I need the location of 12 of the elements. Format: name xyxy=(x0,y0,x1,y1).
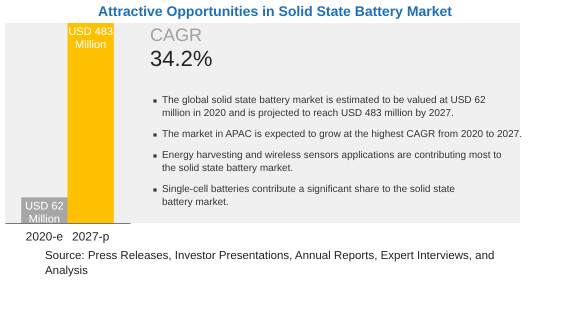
data-label: USD 62 Million xyxy=(25,200,64,226)
text: The global solid state battery market is estimated to be valued at USD 62 million in 2020 and is projected to reach USD 483 million by 2027. xyxy=(162,95,486,119)
source-note: Source: Press Releases, Investor Presentations, Annual Reports, Expert Interviews, and Analysis xyxy=(45,250,494,277)
x-tick-label: 2020-e xyxy=(26,230,64,244)
x-tick-label: 2027-p xyxy=(72,230,110,244)
data-label: USD 483 Million xyxy=(68,26,113,51)
text: 34.2% xyxy=(150,46,212,71)
text: Single-cell batteries contribute a significant share to the solid state battery market. xyxy=(162,184,456,208)
text: The market in APAC is expected to grow at the highest CAGR from 2020 to 2027. xyxy=(162,129,522,140)
text: Energy harvesting and wireless sensors applications are contributing most to the solid state battery market. xyxy=(162,150,502,174)
text: Attractive Opportunities in Solid State Battery Market xyxy=(98,3,452,19)
text: CAGR xyxy=(150,25,202,45)
